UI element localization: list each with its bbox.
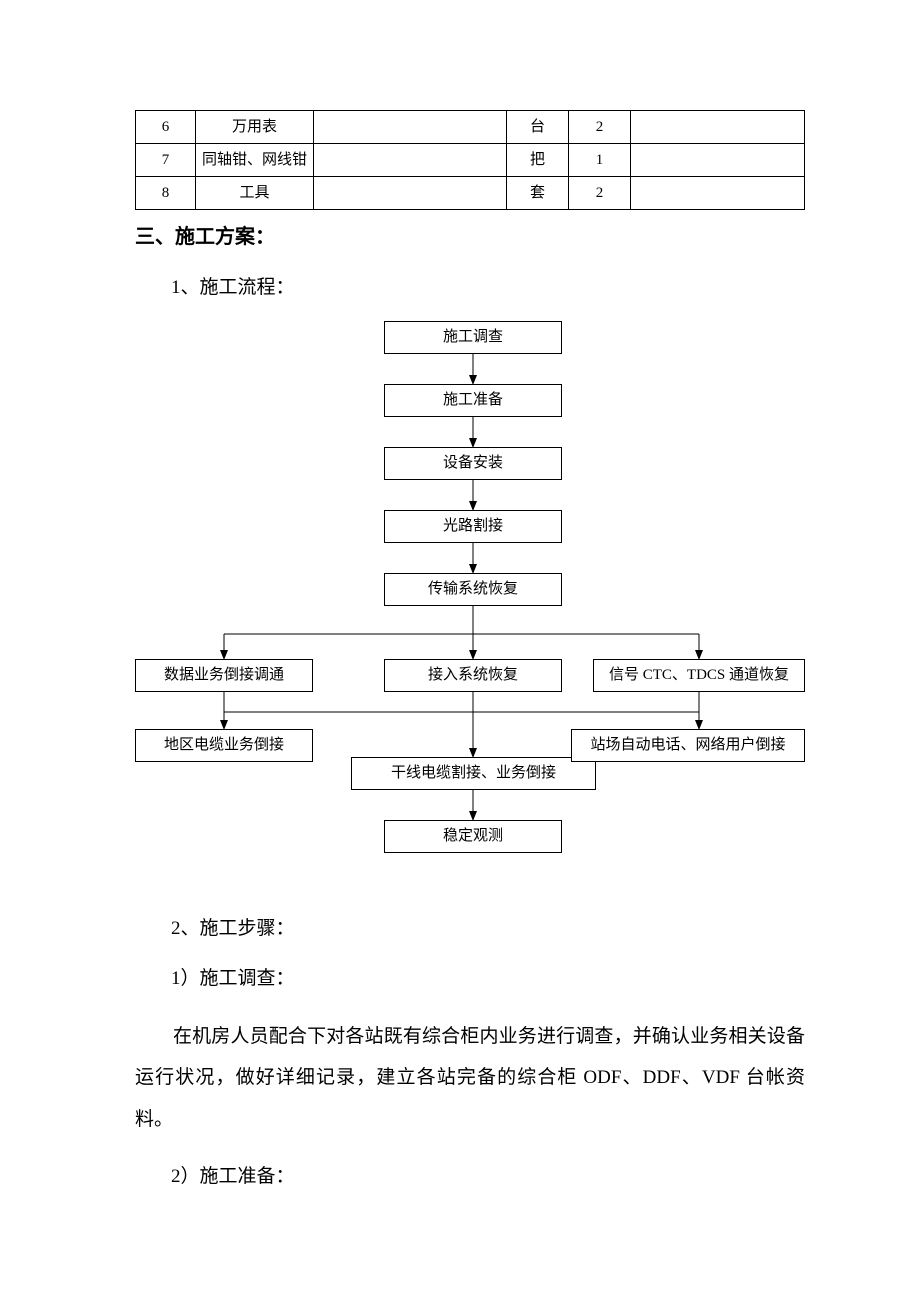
table-cell: 2	[569, 177, 631, 210]
table-cell	[631, 177, 805, 210]
flow-node: 站场自动电话、网络用户倒接	[571, 729, 805, 762]
table-cell	[314, 177, 507, 210]
table-row: 8工具 套2	[136, 177, 805, 210]
table-cell: 8	[136, 177, 196, 210]
table-cell: 工具	[196, 177, 314, 210]
table-row: 7同轴钳、网线钳 把1	[136, 144, 805, 177]
table-cell: 7	[136, 144, 196, 177]
flow-node: 稳定观测	[384, 820, 562, 853]
table-row: 6万用表 台2	[136, 111, 805, 144]
table-cell: 万用表	[196, 111, 314, 144]
table-cell	[314, 111, 507, 144]
table-cell: 套	[507, 177, 569, 210]
flow-node: 施工调查	[384, 321, 562, 354]
flow-node: 信号 CTC、TDCS 通道恢复	[593, 659, 805, 692]
flow-node: 传输系统恢复	[384, 573, 562, 606]
equipment-table: 6万用表 台2 7同轴钳、网线钳 把1 8工具 套2	[135, 110, 805, 210]
table-cell	[631, 144, 805, 177]
flow-node: 地区电缆业务倒接	[135, 729, 313, 762]
table-cell: 6	[136, 111, 196, 144]
step1-body: 在机房人员配合下对各站既有综合柜内业务进行调查，并确认业务相关设备运行状况，做好…	[135, 1016, 805, 1141]
table-cell: 1	[569, 144, 631, 177]
step2-title: 2）施工准备：	[171, 1163, 805, 1192]
table-cell: 把	[507, 144, 569, 177]
table-cell	[631, 111, 805, 144]
table-cell: 同轴钳、网线钳	[196, 144, 314, 177]
section-heading: 三、施工方案：	[135, 222, 805, 252]
flow-node: 施工准备	[384, 384, 562, 417]
table-cell	[314, 144, 507, 177]
flow-node: 光路割接	[384, 510, 562, 543]
flowchart: 施工调查施工准备设备安装光路割接传输系统恢复数据业务倒接调通 接入系统恢复信号 C…	[135, 321, 805, 893]
step1-title: 1）施工调查：	[171, 965, 805, 994]
flow-node: 数据业务倒接调通	[135, 659, 313, 692]
subheading-1: 1、施工流程：	[171, 274, 805, 303]
table-cell: 台	[507, 111, 569, 144]
flow-node: 干线电缆割接、业务倒接	[351, 757, 596, 790]
flow-node: 设备安装	[384, 447, 562, 480]
flow-node: 接入系统恢复	[384, 659, 562, 692]
subheading-2: 2、施工步骤：	[171, 915, 805, 944]
table-cell: 2	[569, 111, 631, 144]
